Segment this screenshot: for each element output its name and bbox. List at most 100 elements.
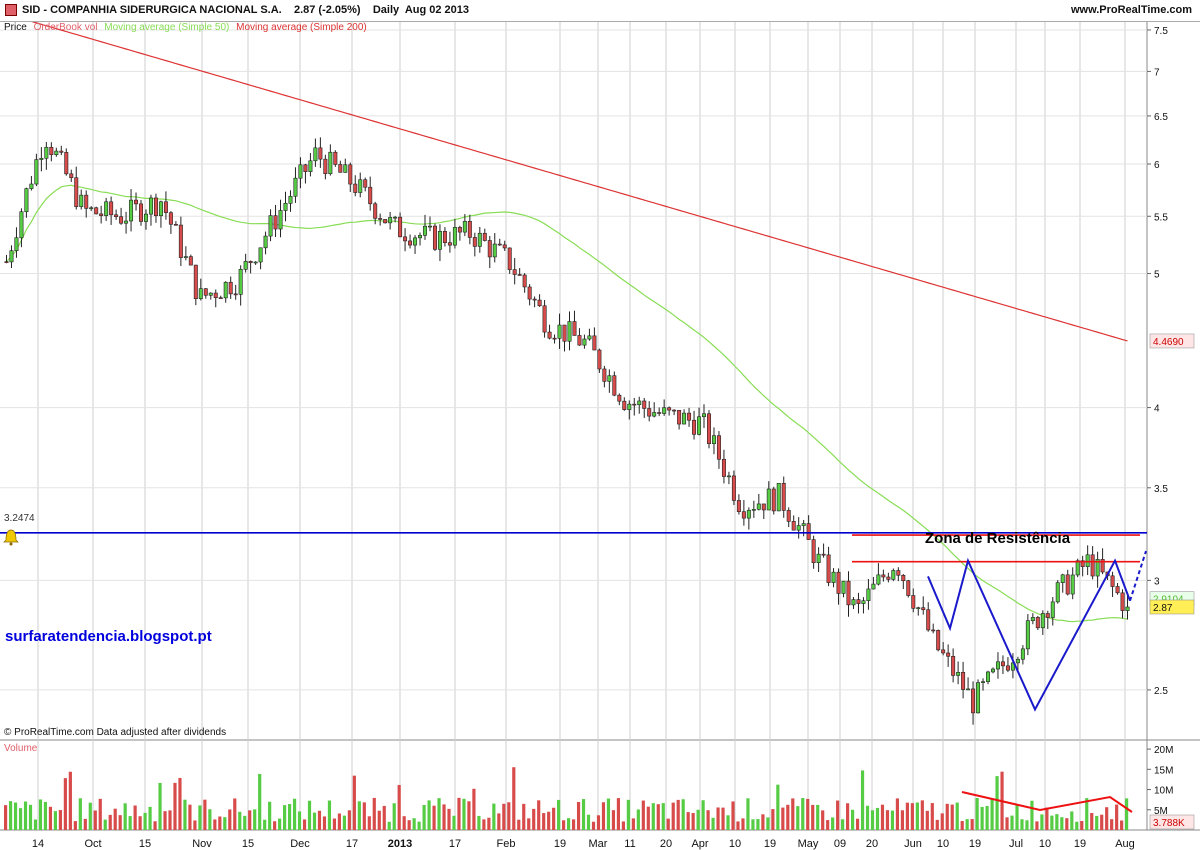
- candle-body: [14, 237, 19, 251]
- y-tick-label: 6: [1154, 160, 1160, 171]
- volume-label: Volume: [4, 743, 38, 754]
- volume-bar: [686, 812, 690, 830]
- volume-bar: [507, 802, 511, 830]
- legend-orderbook[interactable]: OrderBook vol: [33, 22, 98, 33]
- volume-bar: [696, 809, 700, 830]
- volume-bar: [148, 806, 152, 830]
- candle-body: [258, 247, 263, 263]
- candle-body: [393, 216, 398, 219]
- candle-body: [791, 521, 796, 531]
- candle-body: [1035, 617, 1040, 629]
- volume-bar: [826, 820, 830, 830]
- volume-bar: [213, 819, 217, 830]
- candle-body: [104, 201, 109, 216]
- candle-body: [368, 186, 373, 205]
- candle-body: [353, 183, 358, 193]
- candle-body: [94, 207, 99, 215]
- volume-bar: [263, 819, 267, 830]
- x-tick-label: 20: [866, 838, 878, 850]
- volume-bar: [143, 812, 147, 830]
- volume-bar: [472, 788, 476, 830]
- volume-bar: [203, 799, 207, 830]
- volume-bar: [4, 805, 8, 830]
- x-tick-label: Feb: [497, 838, 516, 850]
- volume-last-label: 3.788K: [1153, 818, 1185, 829]
- candle-body: [771, 488, 776, 512]
- candle-body: [452, 227, 457, 246]
- candle-body: [697, 416, 702, 435]
- volume-bar: [522, 803, 526, 830]
- x-tick-label: 10: [937, 838, 949, 850]
- candle-body: [114, 214, 119, 218]
- volume-bar: [332, 818, 337, 830]
- volume-bar: [1110, 819, 1114, 830]
- candle-body: [213, 292, 218, 298]
- candle-body: [831, 571, 836, 583]
- candle-body: [1125, 606, 1130, 611]
- candle-body: [163, 201, 168, 213]
- candle-body: [44, 146, 49, 159]
- volume-bar: [367, 816, 371, 830]
- volume-bar: [422, 805, 426, 830]
- candle-body: [891, 570, 896, 580]
- volume-bar: [1020, 819, 1024, 830]
- volume-bar: [512, 767, 516, 830]
- candle-body: [921, 607, 926, 611]
- volume-bar: [307, 800, 312, 830]
- candle-body: [901, 574, 906, 582]
- volume-bar: [427, 800, 431, 830]
- volume-bar: [691, 813, 695, 830]
- volume-bar: [975, 797, 979, 830]
- volume-last-box: [1149, 814, 1195, 830]
- candle-body: [403, 236, 408, 242]
- candle-body: [462, 221, 467, 233]
- volume-bar: [462, 798, 466, 830]
- volume-bar: [487, 817, 491, 830]
- candle-body: [363, 179, 368, 188]
- candle-body: [502, 244, 507, 249]
- candle-body: [652, 412, 657, 417]
- color-toggle-icon[interactable]: [5, 4, 17, 16]
- volume-bar: [153, 821, 157, 830]
- volume-bar: [557, 799, 561, 830]
- candle-body: [293, 177, 298, 197]
- volume-bar: [1100, 814, 1104, 830]
- ma200-line: [6, 13, 1128, 342]
- candle-body: [587, 335, 592, 340]
- volume-bar: [223, 817, 227, 830]
- x-tick-label: Aug: [1115, 838, 1135, 850]
- volume-bar: [352, 775, 356, 830]
- volume-bar: [397, 784, 401, 830]
- volume-bar: [88, 802, 92, 830]
- legend-price[interactable]: Price: [4, 22, 27, 33]
- volume-bar: [666, 818, 670, 830]
- legend-ma50[interactable]: Moving average (Simple 50): [104, 22, 230, 33]
- candle-body: [562, 324, 567, 342]
- candle-body: [981, 681, 986, 683]
- ma50-line: [6, 184, 1128, 623]
- volume-bar: [113, 808, 117, 830]
- volume-bar: [1030, 800, 1034, 830]
- candle-body: [24, 188, 29, 213]
- candle-body: [442, 230, 447, 243]
- candle-body: [871, 583, 876, 590]
- candle-body: [677, 409, 682, 425]
- volume-bar: [641, 800, 645, 830]
- volume-bar: [865, 805, 870, 830]
- candle-body: [457, 227, 462, 233]
- volume-bar: [1040, 814, 1044, 830]
- candle-body: [582, 338, 587, 346]
- volume-bar: [103, 819, 107, 830]
- candle-body: [79, 194, 84, 207]
- y-tick-label: 7: [1154, 67, 1160, 78]
- x-tick-label: 19: [554, 838, 566, 850]
- volume-bar: [407, 820, 411, 830]
- volume-bar: [243, 815, 247, 830]
- legend-ma200[interactable]: Moving average (Simple 200): [236, 22, 367, 33]
- candle-body: [487, 240, 492, 258]
- candle-body: [995, 661, 1000, 670]
- candle-body: [49, 146, 54, 156]
- candle-body: [826, 554, 831, 583]
- y-tick-label: 6.5: [1154, 112, 1168, 123]
